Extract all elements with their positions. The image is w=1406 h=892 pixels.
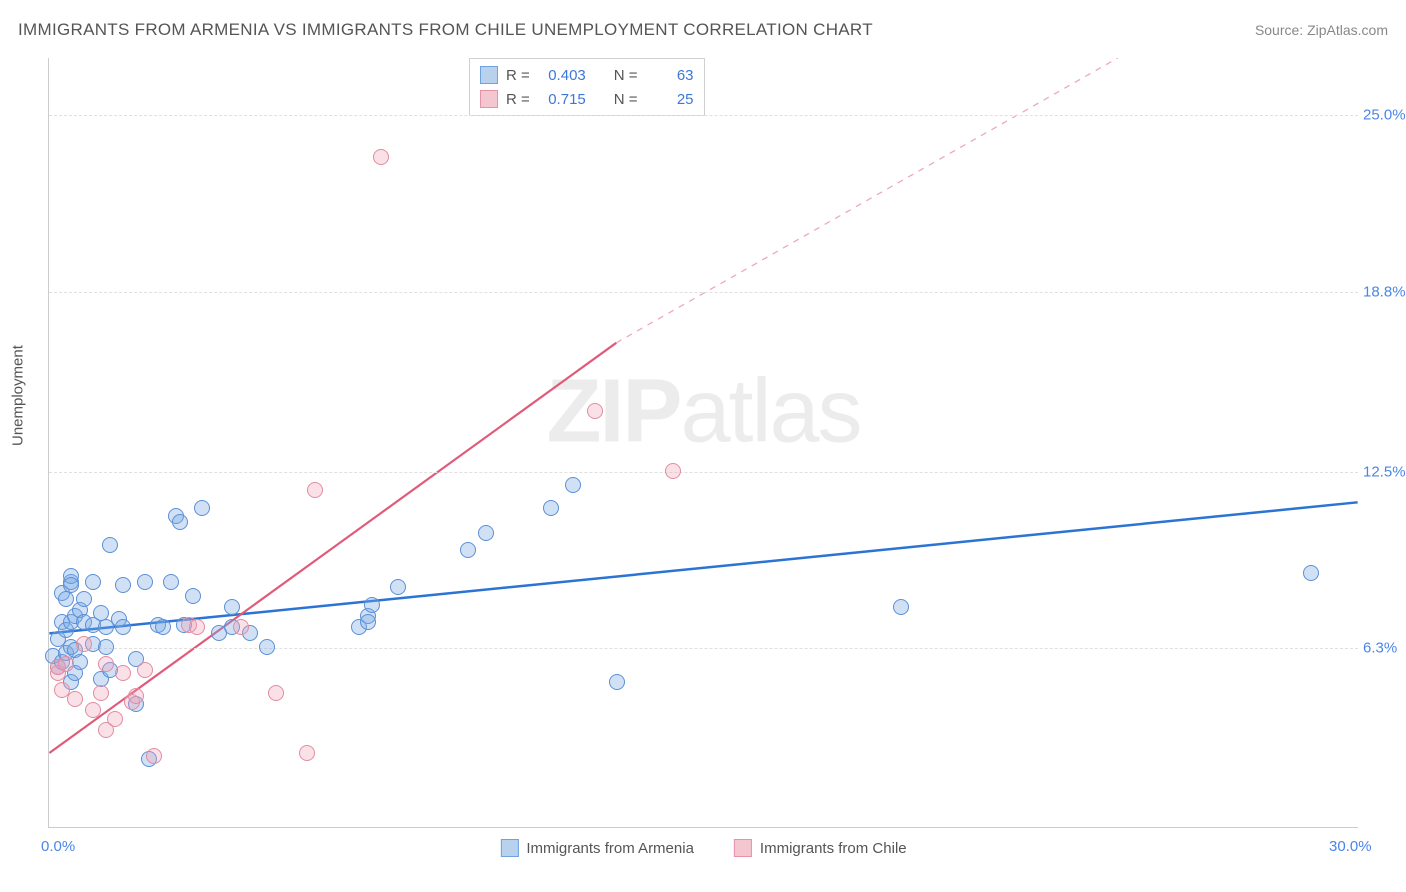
scatter-point bbox=[85, 574, 101, 590]
scatter-point bbox=[259, 639, 275, 655]
r-value: 0.715 bbox=[538, 91, 586, 108]
scatter-point bbox=[665, 463, 681, 479]
scatter-point bbox=[76, 591, 92, 607]
gridline bbox=[49, 648, 1358, 649]
scatter-point bbox=[233, 619, 249, 635]
watermark-bold: ZIP bbox=[546, 361, 680, 461]
stats-box: R = 0.403 N = 63 R = 0.715 N = 25 bbox=[469, 58, 705, 116]
scatter-point bbox=[58, 656, 74, 672]
scatter-point bbox=[115, 577, 131, 593]
xtick-label: 30.0% bbox=[1329, 838, 1372, 855]
source-label: Source: ZipAtlas.com bbox=[1255, 22, 1388, 38]
n-value: 25 bbox=[646, 91, 694, 108]
scatter-point bbox=[185, 588, 201, 604]
scatter-point bbox=[543, 500, 559, 516]
scatter-point bbox=[893, 599, 909, 615]
series-swatch bbox=[480, 66, 498, 84]
trendlines-layer bbox=[49, 58, 1358, 827]
scatter-point bbox=[67, 691, 83, 707]
trendline bbox=[49, 502, 1357, 633]
scatter-point bbox=[93, 685, 109, 701]
scatter-point bbox=[460, 542, 476, 558]
n-value: 63 bbox=[646, 67, 694, 84]
legend-swatch bbox=[500, 839, 518, 857]
scatter-point bbox=[360, 614, 376, 630]
ytick-label: 12.5% bbox=[1363, 463, 1406, 480]
legend-item: Immigrants from Chile bbox=[734, 839, 907, 857]
scatter-point bbox=[137, 574, 153, 590]
stats-row: R = 0.403 N = 63 bbox=[480, 63, 694, 87]
scatter-point bbox=[373, 149, 389, 165]
scatter-point bbox=[1303, 565, 1319, 581]
scatter-point bbox=[307, 482, 323, 498]
bottom-legend: Immigrants from Armenia Immigrants from C… bbox=[500, 839, 906, 857]
scatter-point bbox=[102, 537, 118, 553]
chart-title: IMMIGRANTS FROM ARMENIA VS IMMIGRANTS FR… bbox=[18, 20, 873, 40]
legend-label: Immigrants from Armenia bbox=[526, 840, 694, 857]
gridline bbox=[49, 472, 1358, 473]
xtick-label: 0.0% bbox=[41, 838, 75, 855]
n-label: N = bbox=[614, 67, 638, 84]
scatter-point bbox=[163, 574, 179, 590]
scatter-point bbox=[299, 745, 315, 761]
legend-swatch bbox=[734, 839, 752, 857]
gridline bbox=[49, 292, 1358, 293]
scatter-point bbox=[115, 665, 131, 681]
scatter-point bbox=[98, 639, 114, 655]
ytick-label: 6.3% bbox=[1363, 640, 1406, 657]
scatter-point bbox=[587, 403, 603, 419]
scatter-point bbox=[194, 500, 210, 516]
scatter-point bbox=[390, 579, 406, 595]
legend-item: Immigrants from Armenia bbox=[500, 839, 694, 857]
legend-label: Immigrants from Chile bbox=[760, 840, 907, 857]
scatter-point bbox=[146, 748, 162, 764]
scatter-point bbox=[609, 674, 625, 690]
r-label: R = bbox=[506, 91, 530, 108]
watermark-rest: atlas bbox=[680, 361, 860, 461]
source-prefix: Source: bbox=[1255, 22, 1303, 38]
scatter-point bbox=[63, 577, 79, 593]
ytick-label: 18.8% bbox=[1363, 283, 1406, 300]
scatter-point bbox=[172, 514, 188, 530]
scatter-point bbox=[115, 619, 131, 635]
scatter-point bbox=[137, 662, 153, 678]
scatter-point bbox=[364, 597, 380, 613]
scatter-point bbox=[224, 599, 240, 615]
scatter-point bbox=[268, 685, 284, 701]
ytick-label: 25.0% bbox=[1363, 107, 1406, 124]
r-label: R = bbox=[506, 67, 530, 84]
stats-row: R = 0.715 N = 25 bbox=[480, 87, 694, 111]
series-swatch bbox=[480, 90, 498, 108]
scatter-point bbox=[76, 636, 92, 652]
n-label: N = bbox=[614, 91, 638, 108]
scatter-point bbox=[107, 711, 123, 727]
scatter-point bbox=[478, 525, 494, 541]
y-axis-label: Unemployment bbox=[10, 345, 27, 446]
scatter-point bbox=[85, 702, 101, 718]
scatter-point bbox=[189, 619, 205, 635]
scatter-point bbox=[565, 477, 581, 493]
gridline bbox=[49, 115, 1358, 116]
scatter-point bbox=[128, 688, 144, 704]
scatter-point bbox=[58, 591, 74, 607]
source-value: ZipAtlas.com bbox=[1307, 22, 1388, 38]
scatter-point bbox=[98, 656, 114, 672]
plot-area: ZIPatlas R =0.403N =63R =0.715N =25 Immi… bbox=[48, 58, 1358, 828]
scatter-point bbox=[155, 619, 171, 635]
r-value: 0.403 bbox=[538, 67, 586, 84]
